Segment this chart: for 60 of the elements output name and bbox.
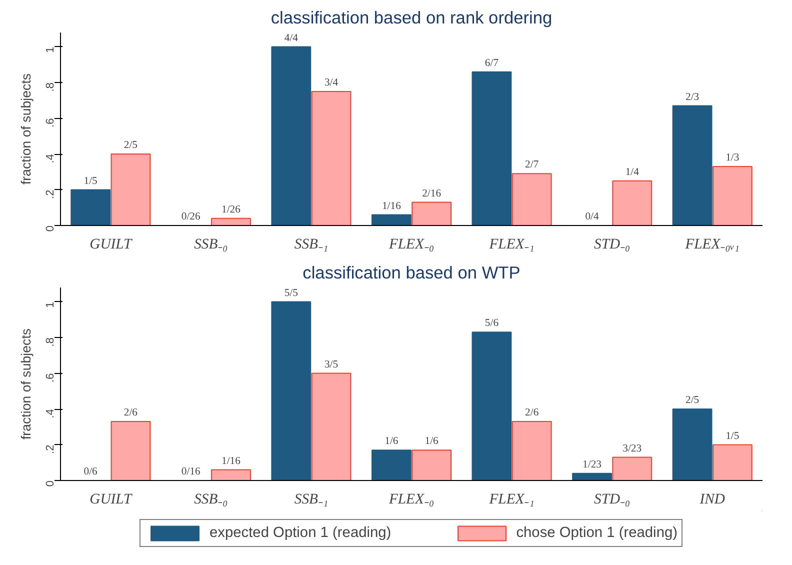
x-tick-label: FLEX₋₁ (488, 492, 534, 508)
data-label: 1/6 (424, 436, 440, 448)
y-tick-label: .6 (44, 118, 56, 128)
legend-label: chose Option 1 (reading) (516, 524, 678, 540)
y-tick-label: .8 (44, 82, 56, 92)
data-label: 2/16 (422, 188, 442, 200)
data-label: 1/3 (726, 152, 740, 164)
data-label: 1/16 (382, 200, 402, 212)
data-label: 2/5 (685, 395, 700, 406)
data-label: 1/5 (726, 430, 740, 442)
data-label: 2/5 (124, 140, 138, 152)
x-tick-label: GUILT (90, 492, 134, 508)
data-label: 5/5 (284, 288, 298, 299)
data-label: 0/4 (585, 212, 600, 222)
data-label: 0/26 (181, 212, 202, 222)
data-label: 5/6 (484, 318, 500, 330)
data-label: 2/3 (685, 92, 700, 103)
y-tick-label: .2 (44, 444, 56, 454)
legend-label: expected Option 1 (reading) (210, 524, 392, 540)
data-label: 3/23 (622, 443, 642, 454)
x-tick-label: GUILT (90, 236, 134, 252)
x-tick-label: FLEX₋₀ᵥ₁ (684, 236, 740, 252)
data-label: 2/6 (525, 408, 540, 419)
x-tick-label: STD₋₀ (594, 492, 630, 508)
x-tick-label: FLEX₋₁ (488, 236, 534, 252)
x-tick-label: FLEX₋₀ (388, 492, 434, 508)
x-tick-label: STD₋₀ (594, 236, 630, 252)
data-label: 0/6 (84, 466, 98, 478)
data-label: 0/16 (181, 466, 202, 478)
data-label: 4/4 (284, 32, 299, 44)
y-axis-title: fraction of subjects (18, 73, 34, 185)
data-label: 1/26 (222, 204, 242, 216)
x-tick-label: IND (698, 492, 726, 508)
y-tick-label: .8 (44, 338, 56, 347)
x-tick-label: FLEX₋₀ (388, 236, 434, 252)
x-tick-label: SSB₋₁ (294, 236, 328, 252)
x-tick-label: SSB₋₁ (294, 492, 328, 508)
data-label: 1/23 (582, 459, 602, 470)
data-label: 6/7 (484, 58, 500, 69)
y-tick-label: 1 (44, 46, 56, 53)
y-tick-label: .2 (44, 190, 56, 199)
x-tick-label: SSB₋₀ (194, 492, 228, 508)
chart-title: classification based on rank ordering (270, 8, 552, 28)
data-label: 3/5 (324, 359, 338, 370)
data-label: 2/6 (124, 408, 138, 419)
y-tick-label: .6 (44, 373, 56, 382)
data-label: 1/5 (84, 176, 98, 187)
data-label: 3/4 (324, 77, 339, 88)
y-tick-label: .4 (44, 409, 56, 418)
data-label: 1/4 (625, 166, 640, 178)
y-tick-label: 0 (44, 480, 56, 487)
y-tick-label: 0 (44, 225, 56, 232)
data-label: 2/7 (525, 160, 540, 171)
data-label: 1/16 (222, 456, 242, 467)
chart-title: classification based on WTP (302, 262, 520, 282)
y-tick-label: 1 (44, 302, 56, 308)
y-axis-title: fraction of subjects (18, 328, 34, 440)
data-label: 1/6 (384, 436, 399, 448)
x-tick-label: SSB₋₀ (194, 236, 228, 252)
y-tick-label: .4 (44, 154, 56, 164)
